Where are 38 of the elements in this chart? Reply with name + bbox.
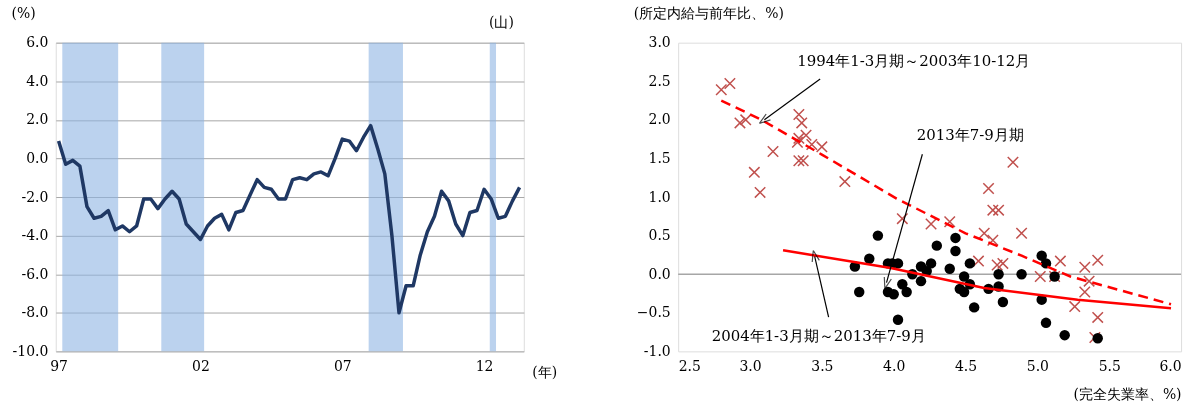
x-tick-label: 5.0 (1026, 357, 1049, 374)
y-tick-label: 1.0 (648, 188, 671, 205)
y-tick-label: -4.0 (21, 227, 49, 244)
y-tick-label: 2.0 (648, 111, 671, 128)
y-tick-label: 4.0 (26, 72, 49, 89)
x-tick-label: 6.0 (1159, 357, 1182, 374)
x-tick-label: 12 (475, 357, 494, 374)
y-axis-title: (所定内給与前年比、%) (633, 5, 784, 22)
x-tick-label: 3.5 (811, 357, 834, 374)
y-tick-label: -1.0 (643, 342, 671, 359)
x-tick-label: 4.0 (883, 357, 906, 374)
x-tick-label: 97 (50, 357, 68, 374)
y-tick-label: 1.5 (648, 149, 671, 166)
x-tick-label: 02 (192, 357, 210, 374)
y-tick-label: -2.0 (21, 188, 49, 205)
x-tick-label: 4.5 (954, 357, 978, 374)
annotation: 1994年1-3月期～2003年10-12月 (797, 52, 1031, 71)
x-tick-label: 5.5 (1098, 357, 1121, 374)
y-tick-label: -8.0 (21, 304, 49, 321)
y-tick-label: 0.0 (26, 149, 49, 166)
y-tick-label: -10.0 (12, 342, 49, 359)
x-tick-label: 07 (333, 357, 352, 374)
y-tick-label: 0.0 (648, 265, 671, 282)
y-tick-label: 0.5 (648, 227, 671, 244)
y-tick-label: 2.5 (648, 72, 671, 89)
x-axis-title: (完全失業率、%) (1073, 385, 1182, 402)
annotation: 2004年1-3月期～2013年7-9月 (711, 327, 926, 346)
y-tick-label: -6.0 (21, 265, 49, 282)
y-tick-label: 3.0 (648, 34, 671, 51)
text: (山) (488, 13, 514, 30)
annotation: 2013年7-9月期 (916, 126, 1024, 145)
x-tick-label: 2.5 (678, 357, 701, 374)
x-tick-label: 3.0 (739, 357, 762, 374)
y-tick-label: −0.5 (636, 304, 671, 321)
y-tick-label: 6.0 (26, 34, 49, 51)
x-axis-title: (年) (532, 363, 558, 380)
y-axis-title: (%) (11, 5, 36, 22)
y-tick-label: 2.0 (26, 111, 49, 128)
